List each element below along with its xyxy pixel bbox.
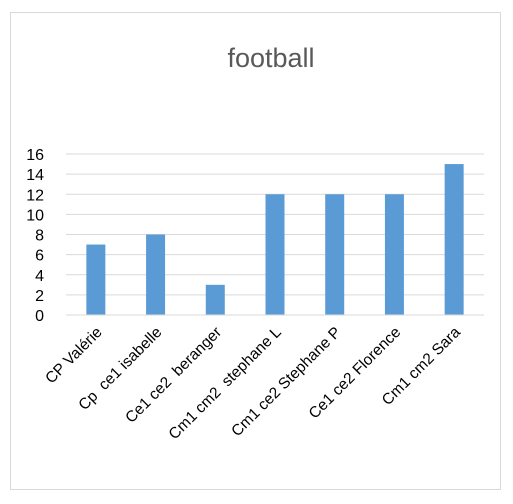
y-tick-label: 16 (26, 147, 44, 164)
y-axis-ticks: 0 2 4 6 8 10 12 14 16 (26, 147, 44, 325)
y-tick-label: 12 (26, 187, 44, 204)
bar (384, 194, 404, 315)
chart-title: football (227, 43, 314, 73)
x-tick-label: CP Valérie (42, 324, 105, 387)
bar (444, 164, 464, 315)
y-tick-label: 8 (35, 228, 44, 245)
y-tick-label: 14 (26, 167, 44, 184)
y-tick-label: 2 (35, 288, 44, 305)
x-tick-label: Cm1 cm2 stephane L (166, 324, 286, 444)
y-tick-label: 6 (35, 248, 44, 265)
y-tick-label: 10 (26, 207, 44, 224)
bars (86, 164, 464, 315)
bar (265, 194, 285, 315)
bar (325, 194, 345, 315)
y-tick-label: 0 (35, 308, 44, 325)
bar (146, 234, 166, 315)
y-tick-label: 4 (35, 268, 44, 285)
bar (205, 284, 225, 315)
bar (86, 244, 106, 315)
x-tick-label: Cm1 ce2 Stephane P (228, 324, 344, 440)
